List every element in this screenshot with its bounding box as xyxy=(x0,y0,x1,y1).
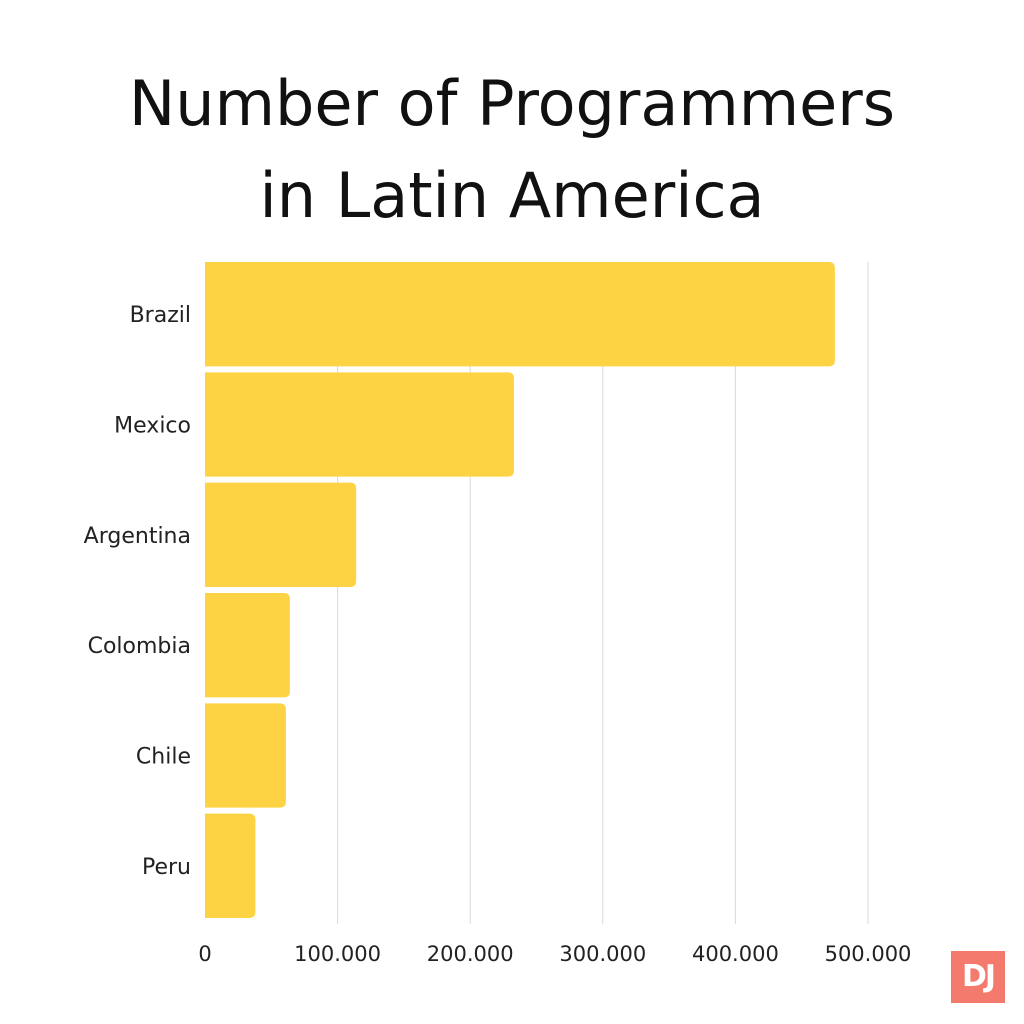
x-tick-label: 100.000 xyxy=(294,942,381,966)
category-label-argentina: Argentina xyxy=(84,524,191,549)
chart-title-line-1: Number of Programmers xyxy=(128,67,896,140)
x-tick-label: 500.000 xyxy=(825,942,912,966)
bar-peru xyxy=(205,813,256,918)
x-tick-labels: 0 100.000 200.000 300.000 400.000 500.000 xyxy=(198,942,911,966)
x-tick-label: 400.000 xyxy=(692,942,779,966)
category-label-brazil: Brazil xyxy=(130,303,191,328)
chart-title: Number of Programmers in Latin America xyxy=(0,58,1024,242)
bar-chile xyxy=(205,703,286,808)
chart-title-line-2: in Latin America xyxy=(259,159,765,232)
category-label-mexico: Mexico xyxy=(114,414,191,439)
x-tick-label: 0 xyxy=(198,942,211,966)
category-labels: Brazil Mexico Argentina Colombia Chile Peru xyxy=(84,303,191,880)
bar-brazil xyxy=(205,262,835,367)
dj-logo: DJ xyxy=(951,951,1005,1003)
bar-colombia xyxy=(205,593,290,698)
category-label-colombia: Colombia xyxy=(88,634,191,659)
bar-mexico xyxy=(205,372,514,477)
x-tick-label: 200.000 xyxy=(427,942,514,966)
category-label-chile: Chile xyxy=(136,745,191,770)
x-tick-label: 300.000 xyxy=(559,942,646,966)
bar-argentina xyxy=(205,482,357,587)
bars xyxy=(205,262,835,918)
category-label-peru: Peru xyxy=(142,855,191,880)
